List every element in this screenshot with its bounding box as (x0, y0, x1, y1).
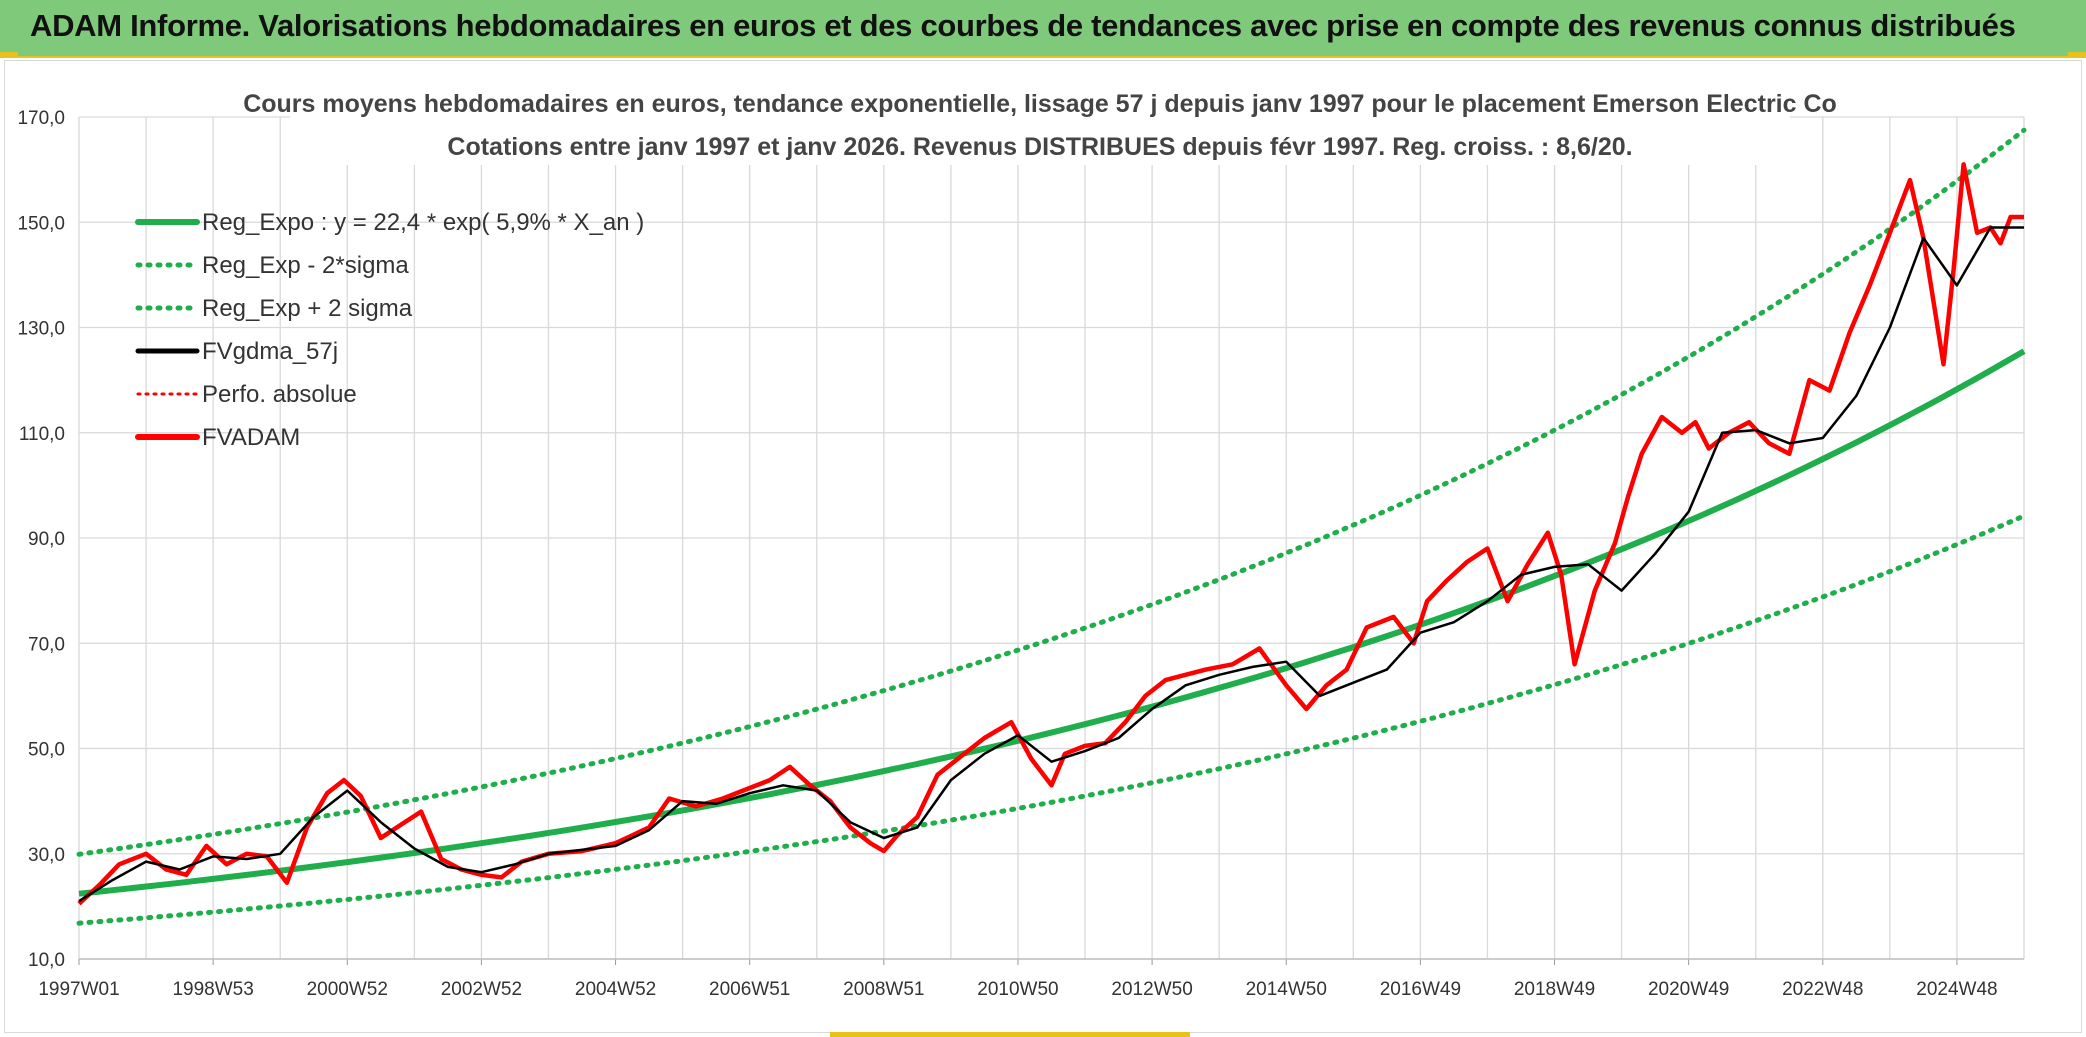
legend-label-lower: Reg_Exp - 2*sigma (202, 252, 409, 279)
series-reg-expo (78, 348, 2026, 897)
legend-label-upper: Reg_Exp + 2 sigma (202, 295, 413, 322)
banner-corner-right (2068, 52, 2086, 58)
y-tick-label: 90,0 (28, 529, 65, 550)
x-tick-label: 2020W49 (1648, 979, 1729, 1000)
series-fvadam (77, 162, 2024, 906)
y-tick-label: 70,0 (28, 634, 65, 655)
series-reg-minus-2sigma (76, 513, 2027, 926)
x-tick-label: 2012W50 (1111, 979, 1192, 1000)
x-tick-label: 2010W50 (977, 979, 1058, 1000)
x-tick-label: 2006W51 (709, 979, 790, 1000)
chart-title-line1: Cours moyens hebdomadaires en euros, ten… (243, 90, 1837, 118)
x-tick-label: 2014W50 (1246, 979, 1327, 1000)
series-layer (76, 127, 2027, 926)
series-reg-plus-2sigma (76, 127, 2027, 857)
legend-label-fvadam: FVADAM (202, 424, 300, 451)
y-tick-label: 30,0 (28, 845, 65, 866)
x-tick-label: 1997W01 (38, 979, 119, 1000)
x-tick-label: 2024W48 (1916, 979, 1997, 1000)
y-tick-label: 110,0 (19, 424, 65, 445)
x-tick-label: 2004W52 (575, 979, 656, 1000)
legend-label-reg: Reg_Expo : y = 22,4 * exp( 5,9% * X_an ) (202, 209, 644, 236)
x-tick-label: 2002W52 (441, 979, 522, 1000)
x-tick-label: 2008W51 (843, 979, 924, 1000)
series-fvgdma-57j (78, 226, 2024, 903)
y-tick-label: 130,0 (17, 319, 65, 340)
y-tick-label: 50,0 (28, 740, 65, 761)
legend-label-perfo: Perfo. absolue (202, 381, 357, 408)
legend: Reg_Expo : y = 22,4 * exp( 5,9% * X_an )… (135, 209, 644, 451)
y-tick-label: 170,0 (17, 108, 65, 129)
banner-corner-left (0, 52, 18, 58)
legend-label-fvgdma: FVgdma_57j (202, 338, 338, 365)
y-tick-label: 10,0 (28, 950, 65, 971)
x-tick-label: 2018W49 (1514, 979, 1595, 1000)
bottom-accent-bar (830, 1032, 1190, 1037)
report-banner: ADAM Informe. Valorisations hebdomadaire… (0, 0, 2086, 58)
axes-layer: 10,0 30,0 50,0 70,0 90,0 110,0 130,0 150,0 170,0… (17, 108, 2024, 1000)
chart-title-line2: Cotations entre janv 1997 et janv 2026. … (447, 133, 1632, 161)
grid-layer (78, 116, 2025, 960)
title-backdrop (290, 80, 1790, 165)
x-tick-label: 2000W52 (307, 979, 388, 1000)
x-tick-label: 2022W48 (1782, 979, 1863, 1000)
x-tick-label: 2016W49 (1380, 979, 1461, 1000)
x-tick-label: 1998W53 (172, 979, 253, 1000)
report-title: ADAM Informe. Valorisations hebdomadaire… (30, 8, 2016, 43)
y-tick-label: 150,0 (17, 213, 65, 234)
